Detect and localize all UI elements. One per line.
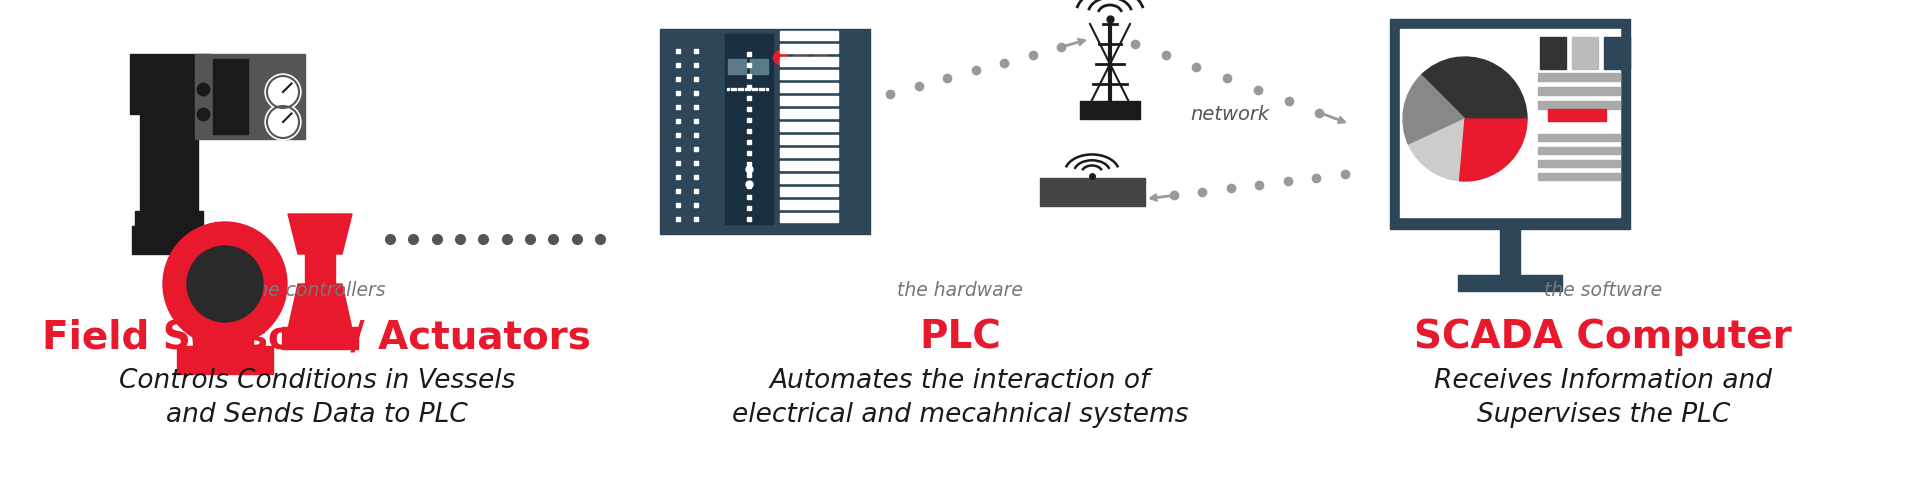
Bar <box>1603 38 1630 70</box>
Bar <box>1538 74 1620 82</box>
Bar <box>780 123 837 132</box>
Bar <box>1572 38 1597 70</box>
Bar <box>132 227 205 255</box>
Text: PLC: PLC <box>920 318 1000 355</box>
Bar <box>780 200 837 210</box>
Wedge shape <box>1421 58 1526 120</box>
Text: network: network <box>1190 106 1269 124</box>
Text: Controls Conditions in Vessels: Controls Conditions in Vessels <box>119 367 515 393</box>
Bar <box>780 188 837 197</box>
Bar <box>282 327 357 349</box>
Text: Receives Information and: Receives Information and <box>1434 367 1772 393</box>
Text: the software: the software <box>1544 281 1663 300</box>
Bar <box>177 346 273 374</box>
Bar <box>780 45 837 54</box>
Text: electrical and mecahnical systems: electrical and mecahnical systems <box>732 401 1188 427</box>
Text: the hardware: the hardware <box>897 281 1023 300</box>
Bar <box>780 136 837 145</box>
Text: the controllers: the controllers <box>248 281 386 300</box>
Bar <box>1548 110 1605 122</box>
Bar <box>1457 275 1563 291</box>
Bar <box>728 60 747 75</box>
Bar <box>780 97 837 106</box>
Text: Automates the interaction of: Automates the interaction of <box>770 367 1150 393</box>
Bar <box>140 110 198 214</box>
Bar <box>780 32 837 41</box>
Bar <box>780 58 837 67</box>
Bar <box>1079 102 1140 120</box>
Bar <box>660 30 870 235</box>
Text: SCADA Computer: SCADA Computer <box>1415 318 1791 355</box>
Bar <box>131 55 209 115</box>
Text: and Sends Data to PLC: and Sends Data to PLC <box>165 401 468 427</box>
Bar <box>780 149 837 158</box>
Bar <box>1041 179 1144 207</box>
Text: Supervises the PLC: Supervises the PLC <box>1476 401 1730 427</box>
Circle shape <box>186 246 263 322</box>
Bar <box>1538 148 1620 155</box>
Bar <box>1540 38 1567 70</box>
Bar <box>1400 30 1620 217</box>
Circle shape <box>265 105 301 141</box>
Bar <box>196 55 305 140</box>
Wedge shape <box>1459 120 1526 182</box>
Bar <box>1538 161 1620 167</box>
Bar <box>194 333 253 352</box>
Bar <box>305 253 334 285</box>
Bar <box>1538 174 1620 181</box>
Bar <box>1538 88 1620 96</box>
Bar <box>213 60 248 135</box>
Bar <box>134 212 204 229</box>
Bar <box>726 35 774 225</box>
Bar <box>1500 225 1521 279</box>
Bar <box>751 60 768 75</box>
Bar <box>780 84 837 93</box>
Bar <box>780 71 837 80</box>
Wedge shape <box>1404 76 1465 146</box>
Polygon shape <box>288 285 351 329</box>
Polygon shape <box>288 214 351 255</box>
Bar <box>780 213 837 223</box>
Bar <box>1538 135 1620 142</box>
Bar <box>780 162 837 171</box>
Text: Field Sensors / Actuators: Field Sensors / Actuators <box>42 318 591 355</box>
Wedge shape <box>1409 120 1465 182</box>
Circle shape <box>265 75 301 111</box>
Circle shape <box>163 223 286 346</box>
Bar <box>780 110 837 119</box>
Bar <box>1390 20 1630 229</box>
Bar <box>780 175 837 183</box>
Bar <box>1538 102 1620 110</box>
